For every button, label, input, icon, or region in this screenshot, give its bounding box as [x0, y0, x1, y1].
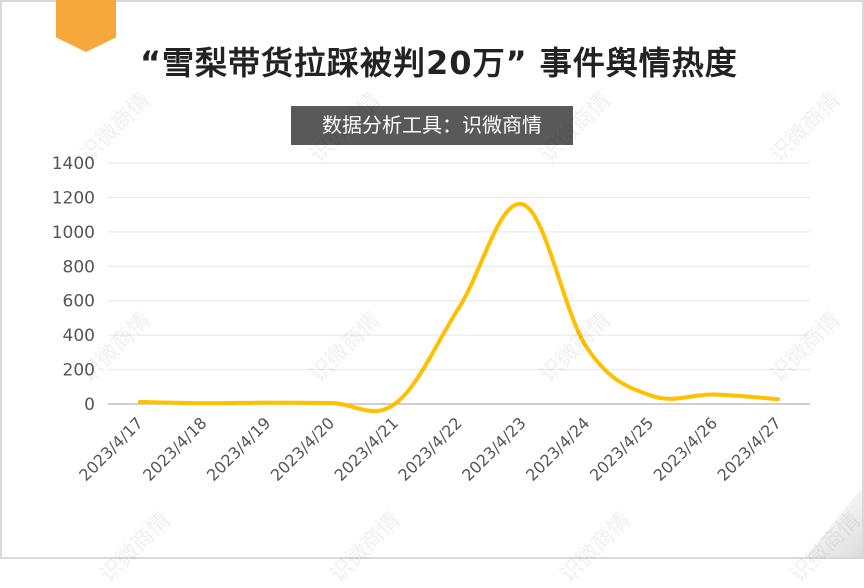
x-axis: 2023/4/172023/4/182023/4/192023/4/202023… — [75, 404, 810, 485]
y-tick-label: 1000 — [52, 223, 95, 243]
x-tick-label: 2023/4/18 — [139, 413, 210, 484]
y-tick-label: 400 — [63, 326, 95, 346]
y-tick-label: 1400 — [52, 154, 95, 174]
x-tick-label: 2023/4/19 — [203, 413, 274, 484]
x-tick-label: 2023/4/23 — [458, 413, 529, 484]
series-layer — [140, 204, 778, 411]
x-tick-label: 2023/4/20 — [267, 413, 338, 484]
series-line — [140, 204, 778, 411]
x-tick-label: 2023/4/24 — [522, 413, 593, 484]
x-tick-label: 2023/4/27 — [713, 413, 784, 484]
y-tick-label: 600 — [63, 292, 95, 312]
x-tick-label: 2023/4/22 — [394, 413, 465, 484]
x-tick-label: 2023/4/26 — [650, 413, 721, 484]
y-tick-label: 800 — [63, 257, 95, 277]
y-tick-label: 200 — [63, 361, 95, 381]
x-tick-label: 2023/4/25 — [586, 413, 657, 484]
grid-lines — [108, 163, 810, 370]
y-tick-label: 1200 — [52, 188, 95, 208]
y-axis: 0 200 400 600 800 1000 1200 1400 — [52, 154, 95, 415]
y-tick-label: 0 — [84, 395, 95, 415]
x-tick-label: 2023/4/21 — [331, 413, 402, 484]
x-tick-label: 2023/4/17 — [75, 413, 146, 484]
